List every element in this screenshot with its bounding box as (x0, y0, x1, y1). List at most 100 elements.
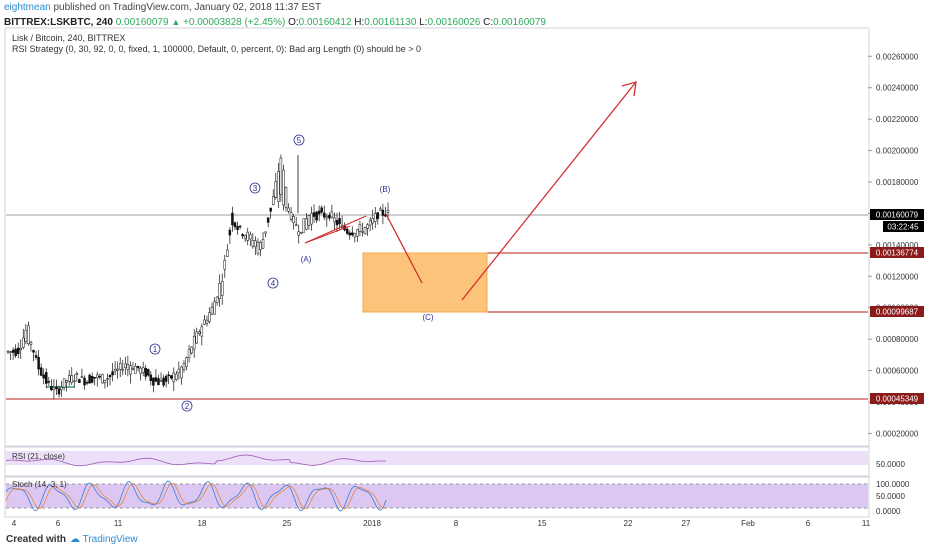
candle-body (47, 381, 51, 383)
candle-body (353, 233, 357, 238)
x-tick-label: 8 (454, 519, 459, 528)
x-tick-label: 6 (56, 519, 61, 528)
svg-text:3: 3 (253, 184, 258, 193)
candle-body (320, 207, 323, 213)
candle-body (246, 231, 249, 241)
close-label: C: (483, 17, 494, 28)
candle-body (93, 376, 96, 379)
candle-body (325, 216, 329, 219)
y-tick-label: 0.00140000 (876, 241, 919, 250)
candle-body (111, 371, 114, 376)
candle-body (96, 374, 99, 379)
main-pane-border (4, 27, 870, 447)
y-tick-label: 0.00060000 (876, 367, 919, 376)
author-link[interactable]: eightmean (4, 2, 51, 13)
candle-body (55, 386, 58, 390)
candle-body (16, 347, 20, 355)
close-value: 0.00160079 (493, 17, 546, 28)
candle-body (287, 207, 290, 212)
tradingview-logo[interactable]: ☁ TradingView (70, 534, 138, 545)
candle-body (177, 368, 181, 374)
stoch-axis-100: 100.0000 (876, 480, 910, 489)
candle-body (192, 336, 196, 350)
candle-body (198, 331, 201, 334)
candle-body (164, 375, 168, 382)
candle-body (85, 382, 89, 384)
candle-body (134, 365, 137, 374)
x-tick-label: 25 (283, 519, 292, 528)
candle-body (118, 363, 122, 370)
candle-body (19, 347, 23, 351)
stoch-axis-50: 50.0000 (876, 492, 905, 501)
wave-label-3: 3 (249, 182, 261, 194)
cloud-icon: ☁ (70, 534, 80, 545)
svg-text:2: 2 (185, 402, 190, 411)
stoch-legend: Stoch (14, 3, 1) (12, 480, 67, 489)
candle-body (6, 350, 10, 353)
x-tick-label: Feb (741, 519, 755, 528)
candle-body (141, 367, 145, 373)
countdown-tag: 03:22:45 (883, 221, 924, 232)
candle-body (223, 260, 227, 270)
candle-body (363, 227, 367, 235)
candle-body (315, 211, 318, 221)
candle-body (67, 375, 71, 382)
candle-body (335, 220, 339, 226)
candle-body (264, 231, 267, 234)
triangle-upper-line (304, 215, 367, 244)
candle-body (50, 386, 53, 391)
arrow-head-icon (621, 81, 637, 97)
candle-body (45, 372, 48, 384)
svg-text:4: 4 (271, 279, 276, 288)
candle-body (180, 366, 183, 379)
candle-body (241, 234, 244, 237)
y-tick-label: 0.00020000 (876, 429, 919, 438)
candle-body (254, 240, 257, 248)
open-label: O: (288, 17, 299, 28)
high-label: H: (354, 17, 365, 28)
candle-body (205, 319, 209, 324)
candle-body (317, 210, 321, 215)
publish-header: eightmean published on TradingView.com, … (4, 2, 321, 14)
stoch-pane-border (4, 476, 870, 518)
candle-body (210, 306, 214, 315)
candle-body (14, 348, 17, 356)
x-tick-label: 11 (862, 519, 871, 528)
footer: Created with ☁ TradingView (0, 530, 932, 550)
projection-down-arrow (385, 213, 423, 284)
candle-body (294, 224, 298, 227)
y-tick-label: 0.00080000 (876, 335, 919, 344)
candle-body (305, 218, 308, 230)
candle-body (302, 218, 306, 233)
candle-body (98, 375, 102, 378)
candle-body (162, 377, 165, 386)
candle-body (203, 319, 206, 325)
wave-label-2: 2 (181, 400, 193, 412)
wave-label-c: (C) (422, 313, 433, 322)
triangle-lower-line (304, 225, 351, 244)
open-value: 0.00160412 (298, 17, 352, 28)
rsi-line (5, 454, 387, 467)
x-tick-label: 18 (198, 519, 207, 528)
candle-body (37, 356, 40, 370)
candle-body (190, 346, 193, 354)
candle-body (386, 209, 390, 213)
candle-body (152, 377, 155, 386)
candle-body (9, 351, 12, 353)
candle-body (233, 222, 237, 228)
x-tick-label: 22 (624, 519, 633, 528)
x-tick-label: 2018 (363, 519, 381, 528)
price-chart[interactable]: 1 2 3 4 5 (A) (B) (C) 0.00260000 0.002400… (0, 0, 932, 530)
candle-body (366, 224, 369, 229)
created-with-label: Created with (6, 534, 67, 545)
candle-body (368, 220, 372, 226)
candle-body (297, 231, 300, 236)
candle-body (312, 212, 316, 217)
candle-body (261, 239, 265, 249)
candle-body (215, 296, 219, 303)
candle-body (57, 388, 61, 395)
strategy-error: RSI Strategy (0, 30, 92, 0, 0, fixed, 1,… (12, 44, 422, 54)
target-zone-box[interactable] (362, 252, 488, 313)
wave-label-1: 1 (149, 343, 161, 355)
